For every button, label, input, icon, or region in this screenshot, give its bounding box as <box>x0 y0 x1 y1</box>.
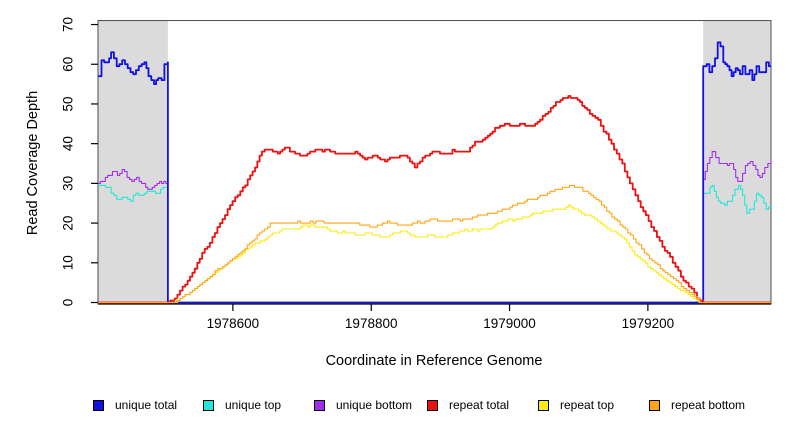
series-unique-top <box>98 184 771 304</box>
legend-item-repeat-bottom: repeat bottom <box>649 397 745 413</box>
legend-swatch <box>93 399 104 411</box>
x-tick-label: 1978800 <box>345 316 398 331</box>
y-tick-label: 0 <box>61 299 76 307</box>
series-unique-bottom <box>98 151 772 304</box>
x-tick-label: 1979000 <box>483 316 536 331</box>
series-unique-total <box>98 41 771 304</box>
x-tick-label: 1979200 <box>622 316 675 331</box>
series-repeat-bottom <box>98 184 771 304</box>
legend-label: repeat bottom <box>671 398 746 412</box>
x-tick-label: 1978600 <box>207 316 260 331</box>
legend-swatch <box>314 399 325 411</box>
y-tick-label: 50 <box>61 96 76 111</box>
series-repeat-top <box>98 204 771 304</box>
legend-item-unique-bottom: unique bottom <box>314 397 412 413</box>
chart-legend: unique total unique top unique bottom repea… <box>0 397 792 417</box>
legend-swatch <box>538 399 549 411</box>
legend-label: unique total <box>115 398 178 412</box>
legend-label: unique bottom <box>336 398 413 412</box>
x-axis-title: Coordinate in Reference Genome <box>325 353 543 369</box>
legend-item-unique-top: unique top <box>203 397 281 413</box>
legend-label: unique top <box>225 398 282 412</box>
legend-swatch <box>427 399 438 411</box>
legend-label: repeat top <box>560 398 615 412</box>
y-axis-title: Read Coverage Depth <box>25 90 41 236</box>
y-tick-label: 20 <box>61 216 76 231</box>
legend-label: repeat total <box>449 398 510 412</box>
y-tick-label: 70 <box>61 17 76 32</box>
y-tick-label: 60 <box>61 57 76 72</box>
legend-item-repeat-top: repeat top <box>538 397 614 413</box>
y-tick-label: 10 <box>61 255 76 270</box>
series-repeat-total <box>98 95 771 304</box>
legend-item-unique-total: unique total <box>93 397 177 413</box>
legend-swatch <box>649 399 660 411</box>
y-tick-label: 40 <box>61 136 76 151</box>
y-tick-label: 30 <box>61 176 76 191</box>
shaded-region <box>98 20 168 305</box>
legend-swatch <box>203 399 214 411</box>
legend-item-repeat-total: repeat total <box>427 397 509 413</box>
shaded-region <box>703 20 771 305</box>
